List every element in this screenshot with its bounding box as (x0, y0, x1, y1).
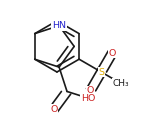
Text: S: S (98, 67, 104, 77)
Text: O: O (108, 49, 116, 58)
Text: CH₃: CH₃ (113, 79, 129, 88)
Text: HO: HO (81, 94, 95, 103)
Text: O: O (87, 86, 94, 95)
Text: O: O (50, 105, 58, 114)
Text: HN: HN (52, 21, 66, 30)
